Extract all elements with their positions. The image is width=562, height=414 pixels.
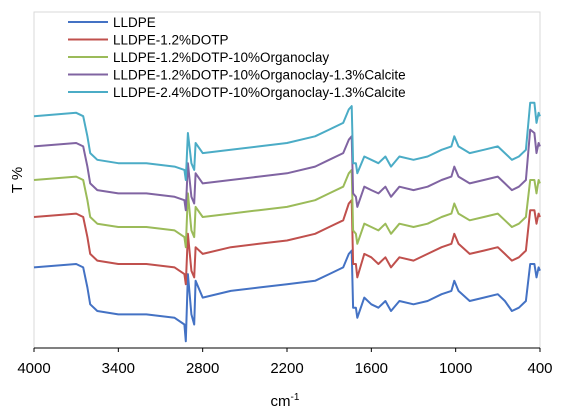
series-line-3 [33,168,541,249]
x-tick-label: 1000 [439,360,472,377]
x-tick-label: 2800 [186,360,219,377]
legend-label: LLDPE [113,15,156,30]
legend-label: LLDPE-1.2%DOTP [113,33,229,48]
x-axis-label-unit: cm [271,393,291,410]
x-tick-label: 2200 [270,360,303,377]
x-axis-label-exponent: -1 [291,392,300,403]
x-tick-labels: 4000 3400 2800 2200 1600 1000 400 [17,348,553,377]
x-tick-label: 3400 [102,360,135,377]
x-axis-label: cm-1 [271,392,300,410]
series-line-5 [33,101,541,181]
legend-label: LLDPE-1.2%DOTP-10%Organoclay-1.3%Calcite [113,68,406,83]
y-axis-label: T % [9,167,26,193]
series-line-4 [33,128,541,212]
x-tick-label: 400 [527,360,552,377]
x-tick-label: 1600 [355,360,388,377]
legend: LLDPE LLDPE-1.2%DOTP LLDPE-1.2%DOTP-10%Org… [68,15,406,100]
legend-label: LLDPE-2.4%DOTP-10%Organoclay-1.3%Calcite [113,85,406,100]
series-line-1 [33,249,541,343]
series-layer [33,101,541,343]
x-tick-label: 4000 [17,360,50,377]
legend-label: LLDPE-1.2%DOTP-10%Organoclay [113,50,329,65]
series-line-2 [33,199,541,286]
